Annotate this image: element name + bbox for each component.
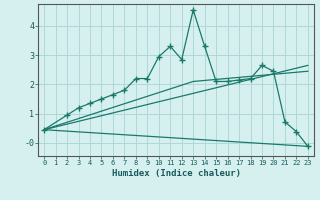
X-axis label: Humidex (Indice chaleur): Humidex (Indice chaleur) <box>111 169 241 178</box>
